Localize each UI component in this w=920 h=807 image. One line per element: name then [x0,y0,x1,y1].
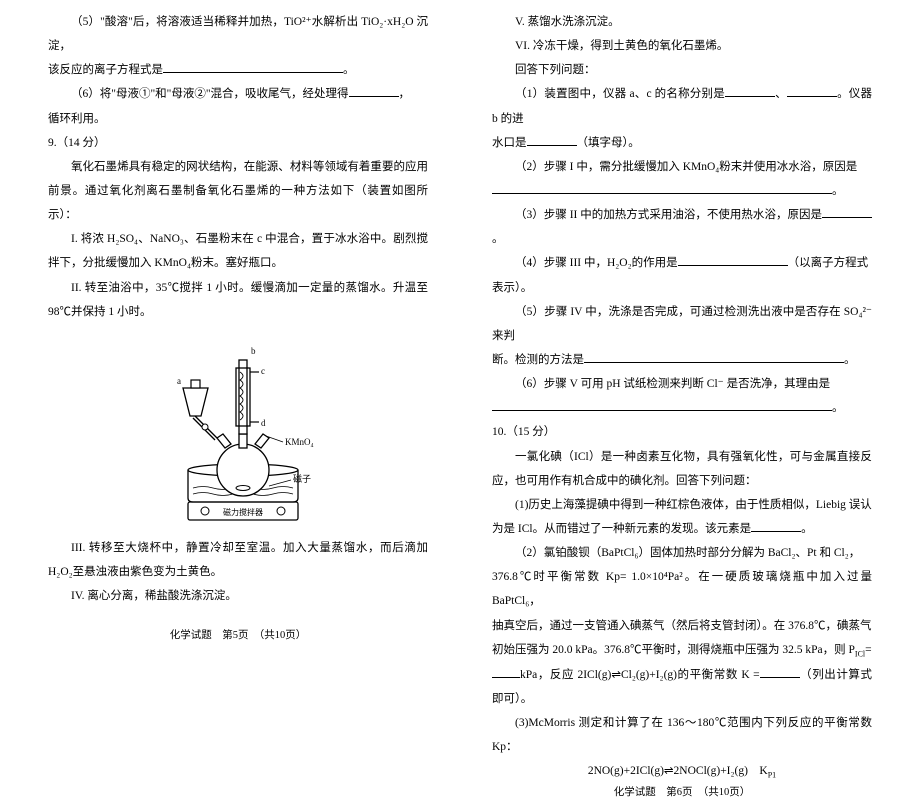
blank-r4 [678,255,788,267]
q9-intro: 氧化石墨烯具有稳定的网状结构，在能源、材料等领域有着重要的应用前景。通过氧化剂离… [48,155,428,227]
footer-right: 化学试题 第6页 （共10页） [492,784,872,807]
q8-5-line1: （5）"酸溶"后，将溶液适当稀释并加热，TiO²⁺水解析出 TiO₂·xH₂O … [48,10,428,58]
q9-r4-line2: 表示）。 [492,276,872,300]
r1b-text: 水口是 [492,137,527,149]
blank-element [751,520,801,532]
q9-r6-line2: 。 [492,396,872,420]
q10-intro: 一氯化碘（ICl）是一种卤素互化物，具有强氧化性，可与金属直接反应，也可用作有机… [492,445,872,493]
blank-kpa [492,666,520,678]
apparatus-diagram: 磁力搅拌器 磁子 b c d [48,330,428,530]
q9-step2: II. 转至油浴中，35℃搅拌 1 小时。缓慢滴加一定量的蒸馏水。升温至 98℃… [48,276,428,324]
blank-r2 [492,182,832,194]
r4-end: （以离子方程式 [788,257,869,269]
q9-step5: V. 蒸馏水洗涤沉淀。 [492,10,872,34]
right-column: V. 蒸馏水洗涤沉淀。 VI. 冷冻干燥，得到土黄色的氧化石墨烯。 回答下列问题… [460,10,920,650]
q10-3b-text: 2NO(g)+2ICl(g)⇌2NOCl(g)+I₂(g) K [588,765,768,777]
q9-step6: VI. 冷冻干燥，得到土黄色的氧化石墨烯。 [492,34,872,58]
left-column: （5）"酸溶"后，将溶液适当稀释并加热，TiO²⁺水解析出 TiO₂·xH₂O … [0,10,460,650]
q10-number: 10.（15 分） [492,420,872,444]
r1-text: （1）装置图中，仪器 a、c 的名称分别是 [515,88,725,100]
q8-6-line1: （6）将"母液①"和"母液②"混合，吸收尾气，经处理得 ， [48,82,428,106]
q9-r2-line1: （2）步骤 I 中，需分批缓慢加入 KMnO₄粉末并使用冰水浴，原因是 [492,155,872,179]
r5b-text: 断。检测的方法是 [492,354,584,366]
q10-2-line1: （2）氯铂酸钡（BaPtCl₆）固体加热时部分分解为 BaCl₂、Pt 和 Cl… [492,541,872,565]
label-a: a [177,376,181,386]
blank-ion-eq [163,62,343,74]
r2-end: 。 [832,185,844,197]
q8-5-period: 。 [343,64,355,76]
q9-step1: I. 将浓 H₂SO₄、NaNO₃、石墨粉末在 c 中混合，置于冰水浴中。剧烈搅… [48,227,428,275]
q9-r4-line1: （4）步骤 III 中，H₂O₂的作用是 （以离子方程式 [492,251,872,275]
q9-r1-line2: 水口是 （填字母）。 [492,131,872,155]
label-c-port: c [261,366,265,376]
q8-6-text: （6）将"母液①"和"母液②"混合，吸收尾气，经处理得 [71,88,349,100]
r1b-end: （填字母）。 [577,137,640,149]
blank-r1b [787,86,837,98]
q9-r1-line1: （1）装置图中，仪器 a、c 的名称分别是、。仪器 b 的进 [492,82,872,130]
q10-1b-end: 。 [801,523,813,535]
q10-3b-sub: P1 [768,771,776,780]
blank-r3 [822,207,872,219]
q9-r3: （3）步骤 II 中的加热方式采用油浴，不使用热水浴，原因是。 [492,203,872,251]
q10-2-line4: 初始压强为 20.0 kPa。376.8℃平衡时，测得烧瓶中压强为 32.5 k… [492,638,872,663]
q9-step4: IV. 离心分离，稀盐酸洗涤沉淀。 [48,584,428,608]
q8-5-text: 该反应的离子方程式是 [48,64,163,76]
q10-3-line1: (3)McMorris 测定和计算了在 136～180℃范围内下列反应的平衡常数… [492,711,872,759]
r5-end: 。 [844,354,856,366]
q10-2e-text: kPa，反应 2ICl(g)⇌Cl₂(g)+I₂(g)的平衡常数 K = [520,669,760,681]
ci-label: 磁子 [293,473,311,484]
blank-K [760,666,800,678]
r3-text: （3）步骤 II 中的加热方式采用油浴，不使用热水浴，原因是 [515,209,822,221]
r3-end: 。 [492,233,504,245]
q10-1-line2: 为是 ICl。从而错过了一种新元素的发现。该元素是 。 [492,517,872,541]
q9-r2-line2: 。 [492,179,872,203]
q10-1b-text: 为是 ICl。从而错过了一种新元素的发现。该元素是 [492,523,751,535]
q9-number: 9.（14 分） [48,131,428,155]
label-b: b [251,346,256,356]
stirrer-label: 磁力搅拌器 [223,507,263,517]
q9-r5-line2: 断。检测的方法是 。 [492,348,872,372]
r4-text: （4）步骤 III 中，H₂O₂的作用是 [515,257,678,269]
apparatus-svg: 磁力搅拌器 磁子 b c d [133,330,343,530]
q8-5-line2: 该反应的离子方程式是 。 [48,58,428,82]
q9-r6-line1: （6）步骤 V 可用 pH 试纸检测来判断 Cl⁻ 是否洗净，其理由是 [492,372,872,396]
q10-1-line1: (1)历史上海藻提碘中得到一种红棕色液体，由于性质相似，Liebig 误认 [492,493,872,517]
kmno4-label: KMnO₄ [285,437,314,447]
q10-2-line2: 376.8℃时平衡常数 Kp= 1.0×10⁴Pa²。在一硬质玻璃烧瓶中加入过量… [492,565,872,613]
r1-sep: 、 [775,88,787,100]
q9-step3: III. 转移至大烧杯中，静置冷却至室温。加入大量蒸馏水，而后滴加 H₂O₂至悬… [48,536,428,584]
label-d: d [261,418,266,428]
q10-3-eq: 2NO(g)+2ICl(g)⇌2NOCl(g)+I₂(g) KP1 [492,759,872,784]
blank-r1c [527,134,577,146]
blank-r1a [725,86,775,98]
r6-end: 。 [832,402,844,414]
footer-left: 化学试题 第5页 （共10页） [48,627,428,650]
q9-answer-header: 回答下列问题： [492,58,872,82]
q10-2-line3: 抽真空后，通过一支管通入碘蒸气（然后将支管封闭）。在 376.8℃，碘蒸气 [492,614,872,638]
q8-6-line2: 循环利用。 [48,107,428,131]
q10-2d-sub: ICl [855,649,865,658]
q9-r5-line1: （5）步骤 IV 中，洗涤是否完成，可通过检测洗出液中是否存在 SO₄²⁻来判 [492,300,872,348]
blank-product [349,86,399,98]
q10-2-line5: kPa，反应 2ICl(g)⇌Cl₂(g)+I₂(g)的平衡常数 K =（列出计… [492,663,872,711]
q8-6-comma: ， [399,88,411,100]
blank-r5 [584,351,844,363]
blank-r6 [492,400,832,412]
